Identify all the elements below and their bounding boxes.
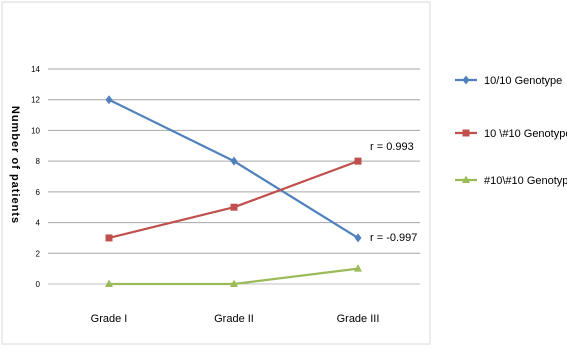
legend-label: 10/10 Genotype (484, 75, 562, 87)
data-point (230, 156, 238, 166)
x-tick-label: Grade III (337, 313, 380, 325)
legend-marker (462, 175, 470, 183)
x-tick-labels: Grade I Grade II Grade III (91, 313, 380, 325)
y-tick-labels: 0 2 4 6 8 10 12 14 (31, 65, 40, 289)
legend-marker (462, 129, 470, 137)
data-point (230, 279, 238, 287)
data-point (354, 264, 362, 272)
y-tick-label: 12 (31, 96, 40, 105)
y-axis-label: Number of patients (9, 106, 21, 224)
legend-item: 10/10 Genotype (455, 75, 562, 87)
y-tick-label: 2 (36, 249, 41, 258)
data-point (105, 279, 113, 287)
data-point (105, 95, 113, 105)
y-tick-label: 0 (36, 280, 41, 289)
y-tick-label: 6 (36, 188, 41, 197)
series-2 (105, 157, 362, 242)
y-tick-label: 10 (31, 126, 40, 135)
legend-label: 10 \#10 Genotype (484, 128, 567, 140)
correlation-annotation: r = 0.993 (370, 141, 414, 153)
y-tick-label: 14 (31, 65, 40, 74)
annotations-group: r = 0.993 r = -0.997 (370, 141, 417, 244)
series-group (105, 95, 362, 287)
legend-item: #10\#10 Genotype (455, 175, 567, 187)
x-tick-label: Grade I (91, 313, 128, 325)
data-point (105, 234, 113, 242)
series-1 (105, 95, 362, 243)
series-3 (105, 264, 362, 287)
data-point (354, 157, 362, 165)
y-tick-label: 8 (36, 157, 41, 166)
x-tick-label: Grade II (214, 313, 254, 325)
data-point (354, 233, 362, 243)
legend-label: #10\#10 Genotype (484, 175, 567, 187)
legend: 10/10 Genotype 10 \#10 Genotype #10\#10 Ge… (455, 75, 567, 187)
correlation-annotation: r = -0.997 (370, 232, 417, 244)
legend-item: 10 \#10 Genotype (455, 128, 567, 140)
plot-frame (1, 1, 431, 345)
y-tick-label: 4 (36, 219, 41, 228)
legend-marker (462, 75, 470, 85)
data-point (230, 203, 238, 211)
